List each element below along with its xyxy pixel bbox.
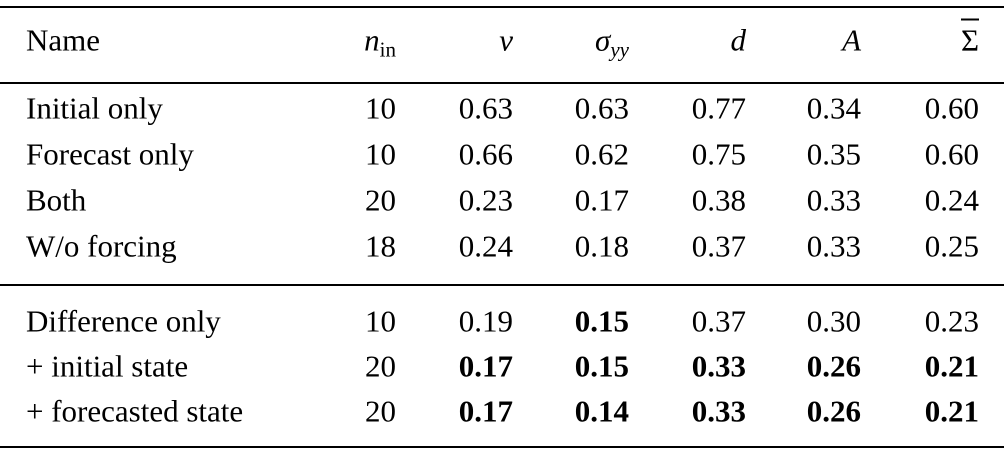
cell-value: 20 [365,182,396,218]
header-subscript: yy [610,37,629,62]
header-cell: Name [26,25,100,56]
cell-value: 0.77 [691,90,746,126]
cell-value: 10 [365,90,396,126]
header-cell: A [842,25,861,56]
header-symbol: σ [595,22,611,58]
header-rule [0,82,1004,84]
cell-value: 0.37 [691,228,746,264]
row-name: Difference only [26,303,221,339]
row-name: Forecast only [26,136,194,172]
cell-value: 0.33 [806,182,861,218]
row-name: + forecasted state [26,393,244,429]
cell-value: 0.35 [806,136,861,172]
cell-value: 0.62 [574,136,629,172]
cell-value: 0.60 [924,90,979,126]
cell-value: 0.15 [574,348,629,384]
header-symbol: d [730,22,747,58]
header-cell: v [499,25,513,56]
cell-value: 0.24 [458,228,513,264]
cell-value: 0.17 [458,348,513,384]
cell-value: 10 [365,303,396,339]
cell-value: 0.18 [574,228,629,264]
cell-value: 0.34 [806,90,861,126]
cell-value: 0.23 [458,182,513,218]
cell-value: 0.75 [691,136,746,172]
cell-value: 0.14 [574,393,629,429]
group-rule [0,284,1004,286]
header-symbol: Name [26,22,101,58]
row-name: Both [26,182,87,218]
cell-value: 0.33 [806,228,861,264]
row-name: + initial state [26,348,189,384]
header-symbol: n [364,22,380,58]
row-name: W/o forcing [26,228,177,264]
cell-value: 0.26 [806,348,861,384]
cell-value: 0.24 [924,182,979,218]
cell-value: 0.21 [924,393,979,429]
header-cell: nin [364,22,396,61]
header-cell: Σ [960,18,979,58]
cell-value: 20 [365,348,396,384]
header-subscript: in [379,37,396,62]
cell-value: 0.19 [458,303,513,339]
cell-value: 20 [365,393,396,429]
header-symbol: Σ [960,18,979,58]
header-symbol: A [842,22,861,58]
top-rule [0,6,1004,8]
cell-value: 0.37 [691,303,746,339]
cell-value: 0.21 [924,348,979,384]
cell-value: 0.66 [458,136,513,172]
cell-value: 0.33 [691,393,746,429]
cell-value: 0.15 [574,303,629,339]
header-symbol: v [499,22,513,58]
cell-value: 0.60 [924,136,979,172]
cell-value: 0.38 [691,182,746,218]
cell-value: 0.17 [574,182,629,218]
cell-value: 18 [365,228,396,264]
cell-value: 0.26 [806,393,861,429]
cell-value: 0.25 [924,228,979,264]
cell-value: 0.30 [806,303,861,339]
cell-value: 0.33 [691,348,746,384]
row-name: Initial only [26,90,163,126]
cell-value: 10 [365,136,396,172]
header-cell: d [731,25,747,56]
cell-value: 0.17 [458,393,513,429]
cell-value: 0.63 [458,90,513,126]
bottom-rule [0,446,1004,448]
header-cell: σyy [595,22,629,61]
cell-value: 0.63 [574,90,629,126]
cell-value: 0.23 [924,303,979,339]
